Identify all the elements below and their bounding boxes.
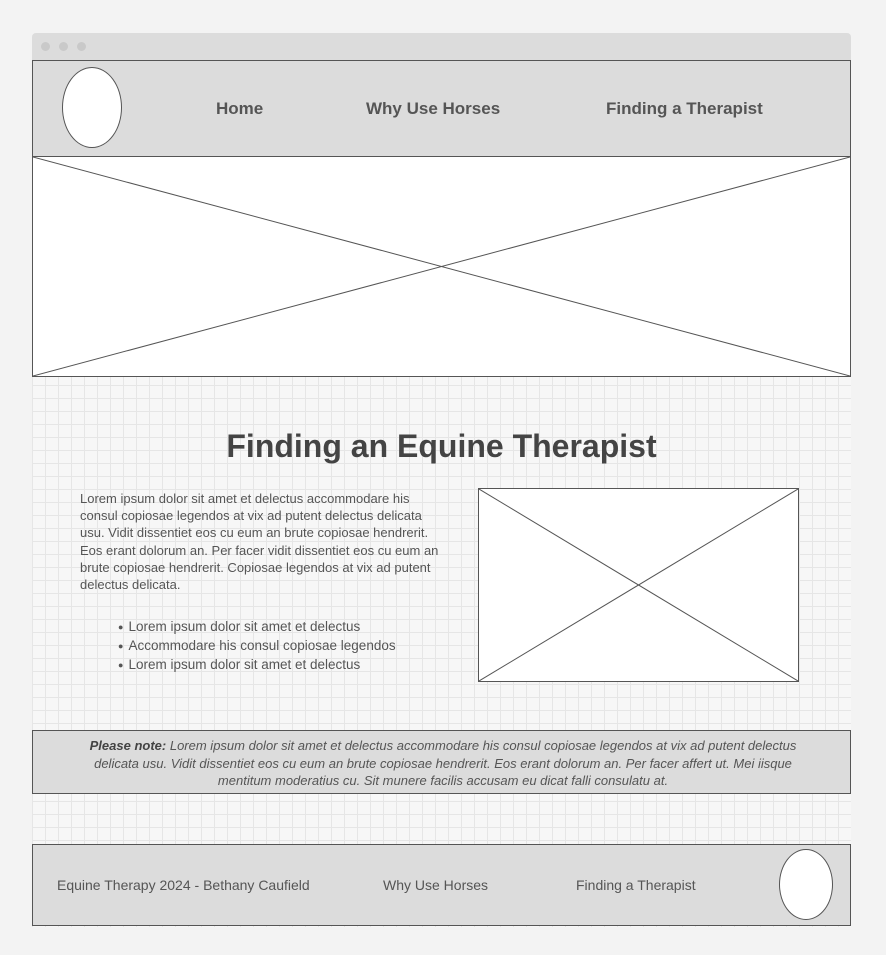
nav-home-link[interactable]: Home [216, 99, 264, 118]
list-item: Lorem ipsum dolor sit amet et delectus [118, 656, 396, 675]
window-titlebar [32, 33, 851, 60]
footer-why-use-horses-link[interactable]: Why Use Horses [383, 877, 489, 893]
note-label: Please note: [89, 738, 167, 753]
site-footer: Equine Therapy 2024 - Bethany Caufield W… [32, 844, 851, 926]
image-placeholder-cross-icon [479, 489, 798, 681]
intro-paragraph: Lorem ipsum dolor sit amet et delectus a… [80, 491, 439, 593]
note-text: Please note: Lorem ipsum dolor sit amet … [73, 737, 813, 790]
logo-placeholder[interactable] [62, 67, 122, 148]
site-header: Home Why Use Horses Finding a Therapist [32, 60, 851, 157]
nav-finding-therapist-link[interactable]: Finding a Therapist [606, 99, 763, 118]
list-item: Lorem ipsum dolor sit amet et delectus [118, 618, 396, 637]
footer-finding-therapist-link[interactable]: Finding a Therapist [576, 877, 696, 893]
footer-logo-placeholder[interactable] [779, 849, 833, 920]
nav-why-use-horses-link[interactable]: Why Use Horses [366, 99, 501, 118]
footer-copyright: Equine Therapy 2024 - Bethany Caufield [57, 877, 310, 893]
note-banner: Please note: Lorem ipsum dolor sit amet … [32, 730, 851, 794]
hero-image-placeholder [32, 156, 851, 377]
browser-window: Home Why Use Horses Finding a Therapist … [32, 33, 851, 927]
page-title: Finding an Equine Therapist [226, 428, 657, 464]
window-control-dot[interactable] [77, 42, 86, 51]
note-body: Lorem ipsum dolor sit amet et delectus a… [94, 738, 797, 788]
content-image-placeholder [478, 488, 799, 682]
page-canvas: Home Why Use Horses Finding a Therapist … [32, 60, 851, 927]
window-control-dot[interactable] [41, 42, 50, 51]
window-control-dot[interactable] [59, 42, 68, 51]
list-item: Accommodare his consul copiosae legendos [118, 637, 395, 656]
bullet-list: Lorem ipsum dolor sit amet et delectus A… [118, 618, 396, 675]
image-placeholder-cross-icon [33, 157, 850, 376]
